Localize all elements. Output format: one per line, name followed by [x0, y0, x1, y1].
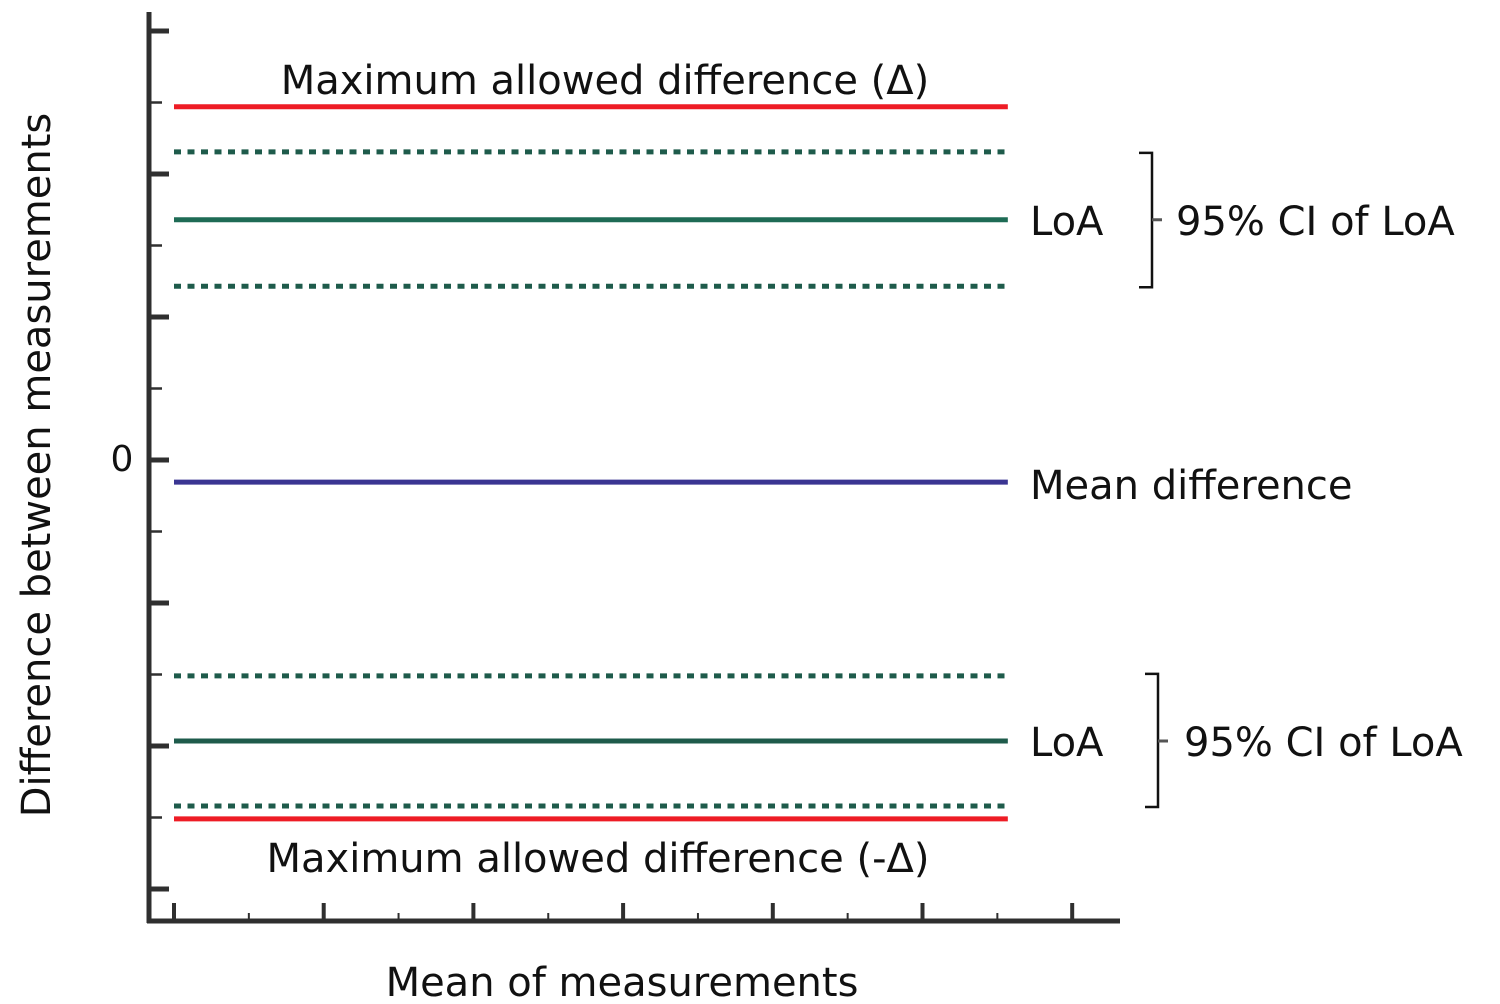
annotation-max-bottom: Maximum allowed difference (-Δ) — [267, 836, 930, 882]
y-axis-label: Difference between measurements — [14, 113, 60, 818]
series-lines — [174, 104, 1008, 822]
ci-brackets — [1139, 151, 1168, 809]
annotation-loa-lower: LoA — [1030, 720, 1104, 766]
annotation-ci-upper: 95% CI of LoA — [1176, 199, 1455, 245]
annotation-loa-upper: LoA — [1030, 199, 1104, 245]
ci-bracket-lower — [1145, 672, 1160, 809]
annotation-ci-lower: 95% CI of LoA — [1184, 720, 1463, 766]
axes — [146, 12, 1120, 924]
ci-bracket-upper — [1139, 151, 1154, 289]
y-tick-label-0: 0 — [111, 439, 134, 480]
annotation-max-top: Maximum allowed difference (Δ) — [281, 58, 930, 104]
x-axis-label: Mean of measurements — [386, 960, 859, 1004]
annotation-mean: Mean difference — [1030, 463, 1353, 509]
